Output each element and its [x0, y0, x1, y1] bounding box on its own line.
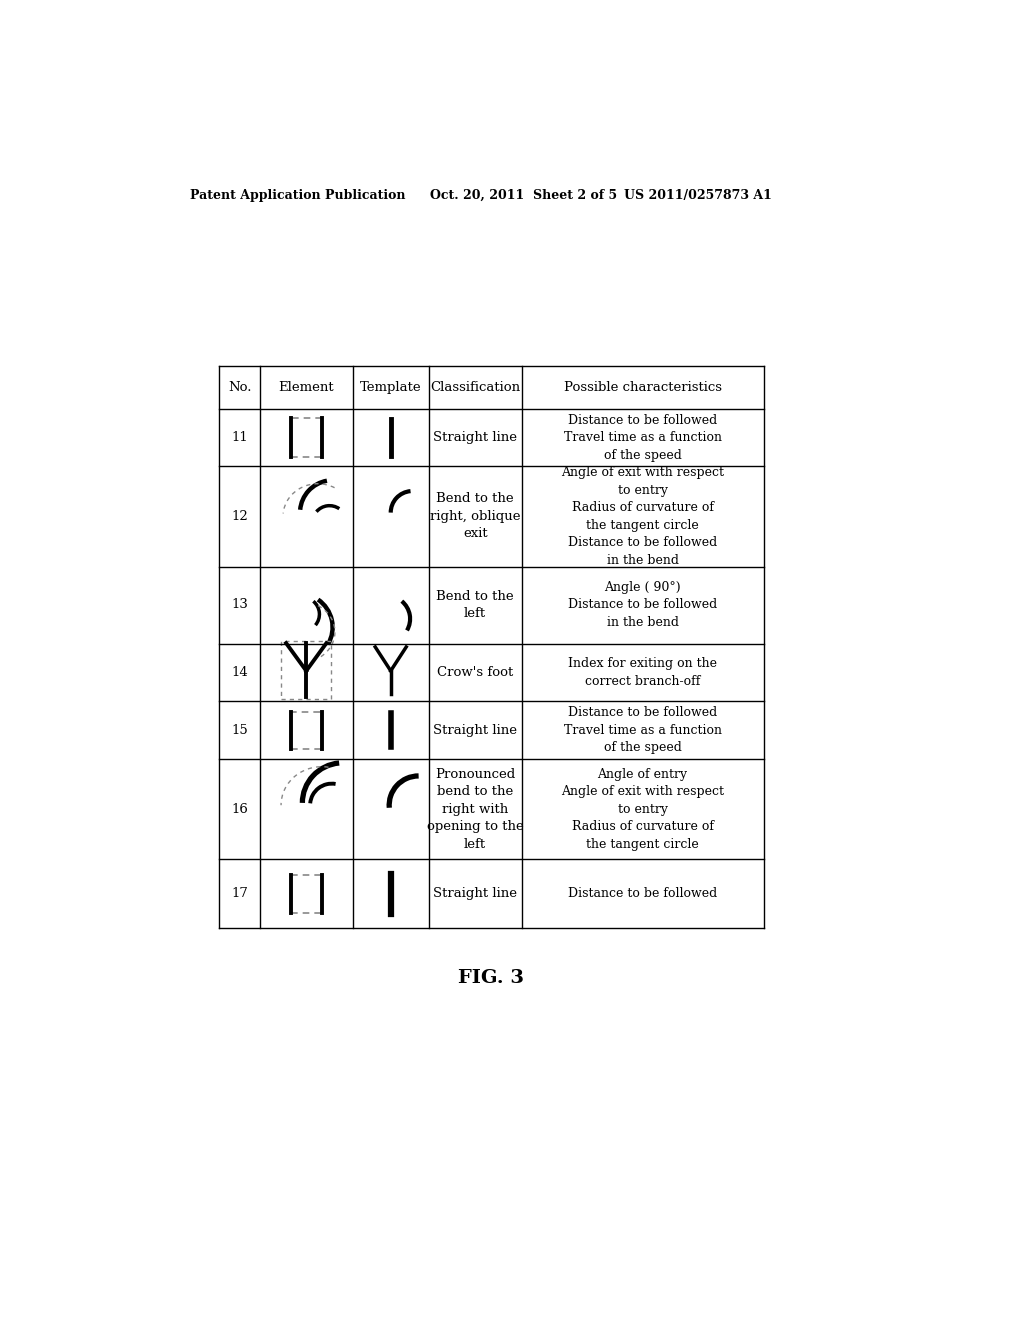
Text: No.: No.: [228, 381, 251, 393]
Text: Index for exiting on the
correct branch-off: Index for exiting on the correct branch-…: [568, 657, 717, 688]
Text: 16: 16: [231, 803, 248, 816]
Text: Oct. 20, 2011  Sheet 2 of 5: Oct. 20, 2011 Sheet 2 of 5: [430, 189, 617, 202]
Text: Crow's foot: Crow's foot: [437, 665, 513, 678]
Text: 15: 15: [231, 723, 248, 737]
Bar: [291, 418, 322, 457]
Text: Element: Element: [279, 381, 334, 393]
Text: Distance to be followed
Travel time as a function
of the speed: Distance to be followed Travel time as a…: [563, 706, 722, 754]
Text: Bend to the
right, oblique
exit: Bend to the right, oblique exit: [430, 492, 520, 540]
Text: Patent Application Publication: Patent Application Publication: [190, 189, 406, 202]
Text: Template: Template: [359, 381, 422, 393]
Text: Angle of exit with respect
to entry
Radius of curvature of
the tangent circle
Di: Angle of exit with respect to entry Radi…: [561, 466, 724, 566]
Text: 11: 11: [231, 432, 248, 444]
Text: FIG. 3: FIG. 3: [459, 969, 524, 987]
Text: US 2011/0257873 A1: US 2011/0257873 A1: [624, 189, 772, 202]
Bar: [291, 875, 322, 913]
Bar: [282, 640, 331, 700]
Text: 12: 12: [231, 510, 248, 523]
Text: Angle ( 90°)
Distance to be followed
in the bend: Angle ( 90°) Distance to be followed in …: [568, 581, 717, 630]
Text: Bend to the
left: Bend to the left: [436, 590, 514, 620]
Text: Classification: Classification: [430, 381, 520, 393]
Text: Straight line: Straight line: [433, 887, 517, 900]
Bar: [291, 711, 322, 748]
Text: Distance to be followed
Travel time as a function
of the speed: Distance to be followed Travel time as a…: [563, 413, 722, 462]
Text: Pronounced
bend to the
right with
opening to the
left: Pronounced bend to the right with openin…: [427, 767, 523, 850]
Text: 17: 17: [231, 887, 248, 900]
Text: Possible characteristics: Possible characteristics: [563, 381, 722, 393]
Text: Angle of entry
Angle of exit with respect
to entry
Radius of curvature of
the ta: Angle of entry Angle of exit with respec…: [561, 767, 724, 850]
Text: 13: 13: [231, 598, 248, 611]
Text: 14: 14: [231, 665, 248, 678]
Text: Straight line: Straight line: [433, 432, 517, 444]
Text: Straight line: Straight line: [433, 723, 517, 737]
Text: Distance to be followed: Distance to be followed: [568, 887, 717, 900]
